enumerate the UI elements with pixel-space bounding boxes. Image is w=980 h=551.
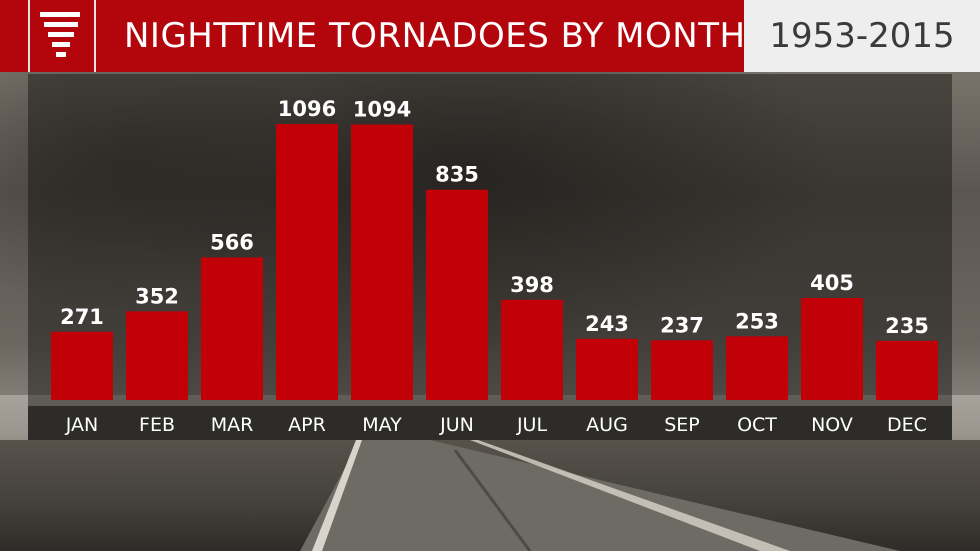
data-label-mar: 566: [210, 230, 254, 254]
x-tick-jun: JUN: [439, 414, 474, 436]
year-range: 1953-2015: [744, 0, 980, 72]
bar-dec: [876, 340, 938, 400]
data-label-dec: 235: [885, 314, 929, 338]
data-label-nov: 405: [810, 271, 854, 295]
x-tick-dec: DEC: [887, 414, 927, 436]
header-bar: [0, 0, 744, 72]
chart-title: NIGHTTIME TORNADOES BY MONTH: [124, 16, 746, 56]
road-graphic: [300, 440, 900, 551]
x-tick-sep: SEP: [664, 414, 700, 436]
x-tick-apr: APR: [288, 414, 326, 436]
x-tick-jul: JUL: [516, 414, 548, 436]
bar-jun: [426, 189, 488, 400]
data-label-feb: 352: [135, 284, 179, 308]
x-axis-strip: [28, 406, 952, 440]
data-label-sep: 237: [660, 313, 704, 337]
x-tick-mar: MAR: [211, 414, 254, 436]
bar-feb: [126, 311, 188, 400]
bar-jul: [501, 299, 563, 400]
x-tick-nov: NOV: [811, 414, 853, 436]
bar-apr: [276, 124, 338, 400]
data-label-jan: 271: [60, 305, 104, 329]
x-tick-oct: OCT: [737, 414, 777, 436]
bar-oct: [726, 336, 788, 400]
logo: [28, 0, 96, 72]
data-label-may: 1094: [353, 98, 411, 122]
data-label-oct: 253: [735, 309, 779, 333]
data-label-apr: 1096: [278, 97, 336, 121]
bar-jan: [51, 331, 113, 400]
x-tick-aug: AUG: [586, 414, 628, 436]
bar-may: [351, 124, 413, 400]
data-label-jul: 398: [510, 273, 554, 297]
data-label-jun: 835: [435, 163, 479, 187]
bar-mar: [201, 257, 263, 400]
tornado-icon: [40, 12, 80, 57]
data-label-aug: 243: [585, 312, 629, 336]
bar-sep: [651, 340, 713, 400]
x-tick-jan: JAN: [65, 414, 98, 436]
x-tick-may: MAY: [362, 414, 402, 436]
x-tick-feb: FEB: [139, 414, 175, 436]
bar-nov: [801, 298, 863, 400]
bar-aug: [576, 338, 638, 400]
